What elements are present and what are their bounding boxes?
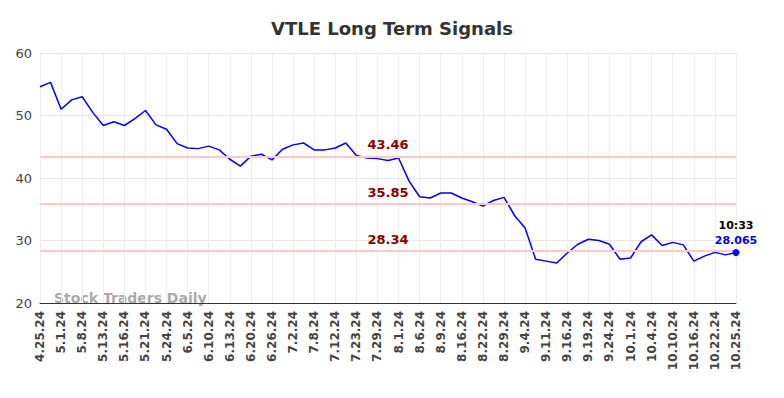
svg-text:VTLE Long Term Signals: VTLE Long Term Signals <box>271 18 513 39</box>
svg-text:5.16.24: 5.16.24 <box>117 311 131 362</box>
svg-text:9.16.24: 9.16.24 <box>560 311 574 362</box>
svg-text:8.22.24: 8.22.24 <box>476 311 490 362</box>
svg-text:6.20.24: 6.20.24 <box>244 311 258 362</box>
svg-text:5.13.24: 5.13.24 <box>96 311 110 362</box>
svg-text:50: 50 <box>15 108 32 123</box>
svg-text:20: 20 <box>15 296 32 311</box>
svg-text:10.10.24: 10.10.24 <box>666 311 680 370</box>
svg-text:43.46: 43.46 <box>367 137 408 152</box>
svg-text:28.065: 28.065 <box>715 234 757 247</box>
svg-text:5.1.24: 5.1.24 <box>54 311 68 354</box>
svg-text:8.9.24: 8.9.24 <box>434 311 448 354</box>
svg-text:8.29.24: 8.29.24 <box>497 311 511 362</box>
svg-text:40: 40 <box>15 171 32 186</box>
svg-text:10.16.24: 10.16.24 <box>687 311 701 370</box>
svg-text:10.25.24: 10.25.24 <box>729 311 743 370</box>
svg-text:9.19.24: 9.19.24 <box>581 311 595 362</box>
svg-text:6.10.24: 6.10.24 <box>202 311 216 362</box>
svg-text:10.22.24: 10.22.24 <box>708 311 722 370</box>
svg-text:8.16.24: 8.16.24 <box>455 311 469 362</box>
svg-text:8.6.24: 8.6.24 <box>413 311 427 354</box>
svg-text:9.24.24: 9.24.24 <box>602 311 616 362</box>
svg-text:9.4.24: 9.4.24 <box>518 311 532 354</box>
svg-text:30: 30 <box>15 233 32 248</box>
svg-text:Stock Traders Daily: Stock Traders Daily <box>54 290 207 306</box>
svg-text:7.23.24: 7.23.24 <box>349 311 363 362</box>
svg-text:8.1.24: 8.1.24 <box>392 311 406 354</box>
svg-text:6.26.24: 6.26.24 <box>265 311 279 362</box>
svg-text:4.25.24: 4.25.24 <box>33 311 47 362</box>
svg-text:9.11.24: 9.11.24 <box>539 311 553 362</box>
svg-text:5.24.24: 5.24.24 <box>160 311 174 362</box>
svg-text:5.21.24: 5.21.24 <box>138 311 152 362</box>
svg-text:35.85: 35.85 <box>367 185 408 200</box>
svg-text:7.2.24: 7.2.24 <box>286 311 300 354</box>
svg-text:7.8.24: 7.8.24 <box>307 311 321 354</box>
svg-text:7.12.24: 7.12.24 <box>328 311 342 362</box>
svg-text:7.29.24: 7.29.24 <box>370 311 384 362</box>
svg-text:10.1.24: 10.1.24 <box>624 311 638 362</box>
svg-text:6.5.24: 6.5.24 <box>181 311 195 354</box>
svg-text:6.13.24: 6.13.24 <box>223 311 237 362</box>
svg-text:10:33: 10:33 <box>718 219 753 232</box>
svg-text:10.4.24: 10.4.24 <box>645 311 659 362</box>
svg-text:28.34: 28.34 <box>367 232 408 247</box>
svg-text:60: 60 <box>15 46 32 61</box>
svg-text:5.8.24: 5.8.24 <box>75 311 89 354</box>
